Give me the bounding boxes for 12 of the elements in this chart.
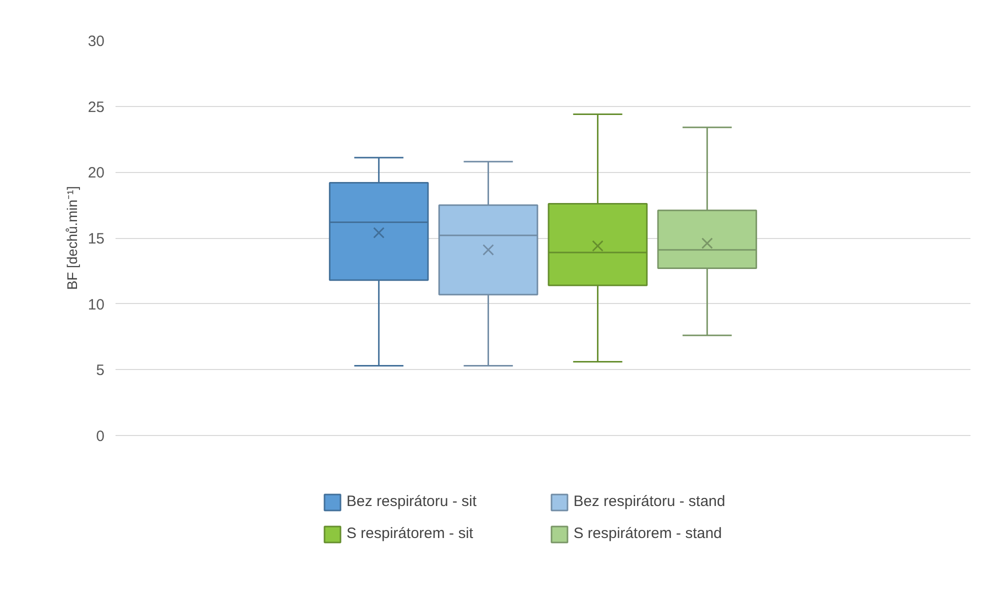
y-tick-label: 20 bbox=[88, 164, 105, 182]
y-tick-label: 0 bbox=[96, 428, 104, 445]
legend-label: Bez respirátoru - stand bbox=[574, 493, 726, 510]
y-tick-label: 25 bbox=[88, 98, 105, 116]
y-axis-title: BF [dechů.min⁻¹] bbox=[64, 186, 80, 290]
legend-label: Bez respirátoru - sit bbox=[346, 493, 478, 510]
y-tick-label: 5 bbox=[96, 362, 104, 380]
y-tick-label: 15 bbox=[88, 230, 105, 248]
legend-label: S respirátorem - sit bbox=[346, 525, 474, 542]
y-tick-label: 10 bbox=[88, 296, 105, 314]
legend-label: S respirátorem - stand bbox=[574, 525, 723, 542]
y-tick-label: 30 bbox=[88, 33, 105, 50]
